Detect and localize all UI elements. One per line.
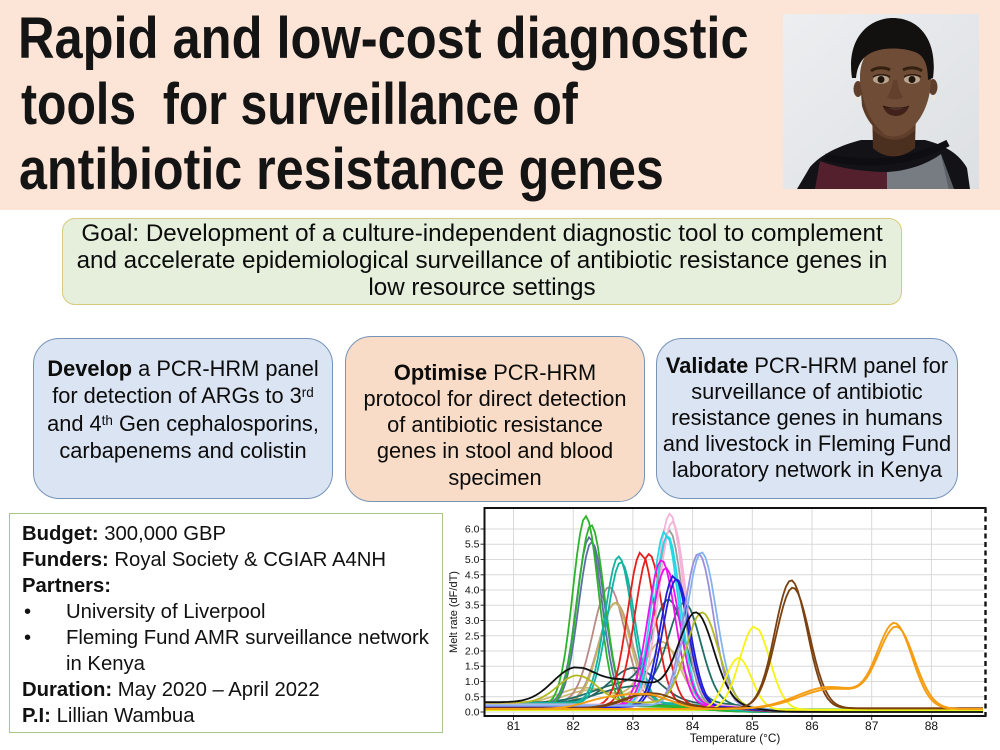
svg-text:4.5: 4.5 [465, 569, 480, 581]
svg-text:83: 83 [626, 719, 640, 733]
svg-text:2.5: 2.5 [465, 630, 480, 642]
svg-text:5.5: 5.5 [465, 539, 480, 551]
svg-text:85: 85 [746, 719, 760, 733]
svg-text:86: 86 [805, 719, 819, 733]
svg-text:82: 82 [567, 719, 581, 733]
svg-text:84: 84 [686, 719, 700, 733]
svg-text:5.0: 5.0 [465, 554, 480, 566]
svg-text:2.0: 2.0 [465, 646, 480, 658]
svg-text:4.0: 4.0 [465, 585, 480, 597]
svg-text:6.0: 6.0 [465, 524, 480, 536]
svg-text:0.5: 0.5 [465, 691, 480, 703]
svg-text:81: 81 [507, 719, 521, 733]
svg-text:1.0: 1.0 [465, 676, 480, 688]
svg-text:Melt rate (dF/dT): Melt rate (dF/dT) [448, 571, 460, 653]
svg-text:Temperature (°C): Temperature (°C) [690, 731, 781, 745]
svg-text:1.5: 1.5 [465, 661, 480, 673]
svg-text:3.0: 3.0 [465, 615, 480, 627]
svg-text:3.5: 3.5 [465, 600, 480, 612]
svg-text:88: 88 [925, 719, 939, 733]
svg-text:87: 87 [865, 719, 879, 733]
svg-text:0.0: 0.0 [465, 707, 480, 719]
